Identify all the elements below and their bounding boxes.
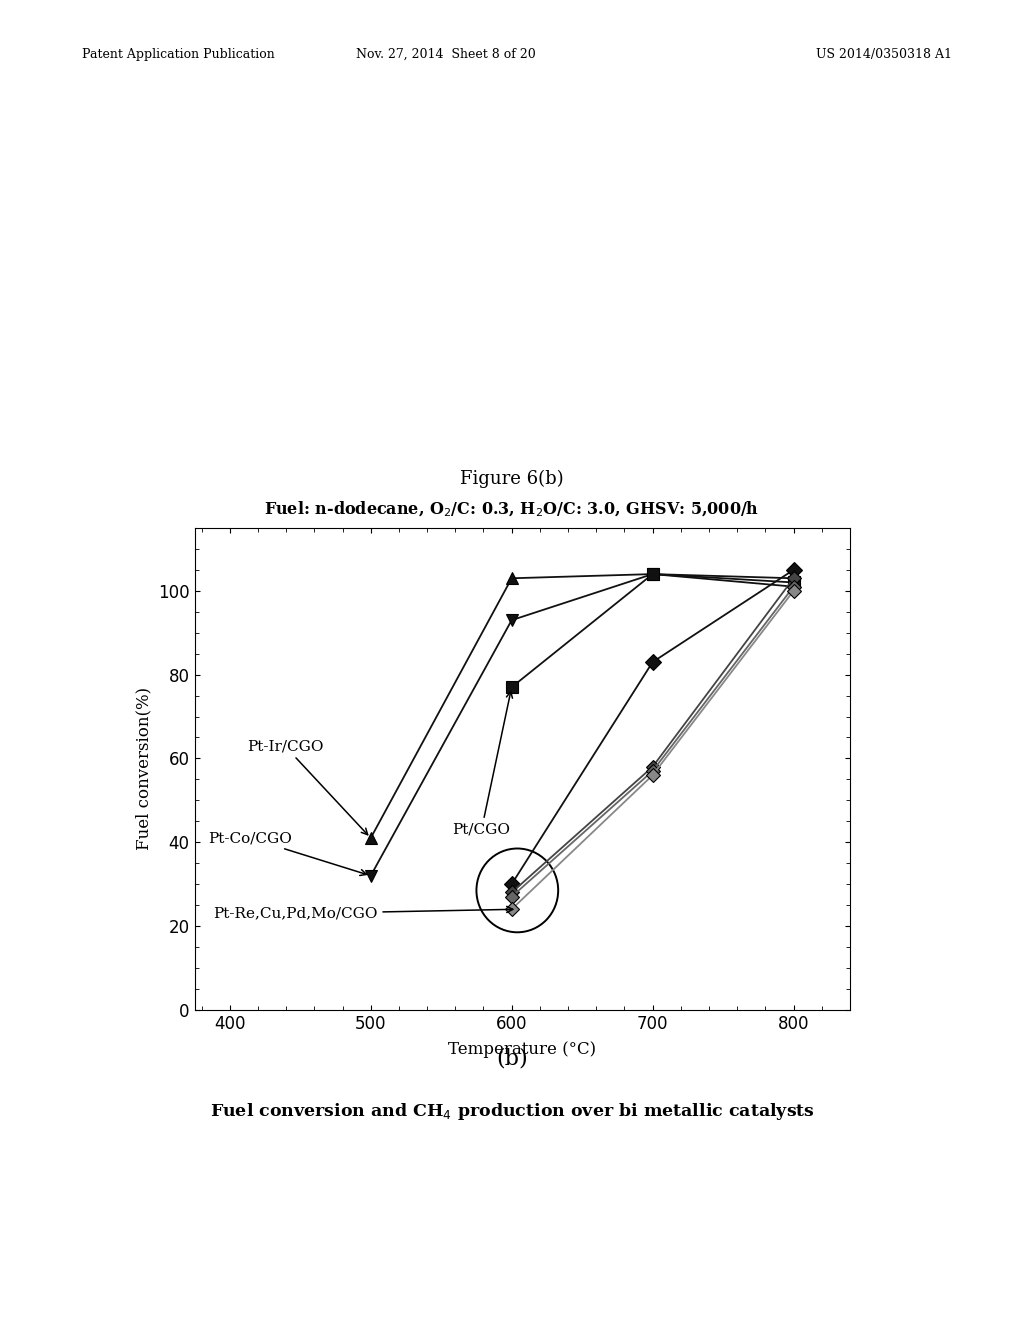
Text: Patent Application Publication: Patent Application Publication (82, 48, 274, 61)
Y-axis label: Fuel conversion(%): Fuel conversion(%) (135, 688, 153, 850)
Text: Fuel conversion and CH$_4$ production over bi metallic catalysts: Fuel conversion and CH$_4$ production ov… (210, 1101, 814, 1122)
Text: US 2014/0350318 A1: US 2014/0350318 A1 (816, 48, 952, 61)
Text: Pt-Co/CGO: Pt-Co/CGO (209, 832, 367, 875)
Text: (b): (b) (496, 1048, 528, 1069)
Text: Figure 6(b): Figure 6(b) (460, 470, 564, 488)
Text: Pt-Re,Cu,Pd,Mo/CGO: Pt-Re,Cu,Pd,Mo/CGO (213, 907, 513, 920)
Text: Pt-Ir/CGO: Pt-Ir/CGO (247, 739, 368, 834)
Text: Fuel: n-dodecane, O$_2$/C: 0.3, H$_2$O/C: 3.0, GHSV: 5,000/h: Fuel: n-dodecane, O$_2$/C: 0.3, H$_2$O/C… (264, 500, 760, 519)
Text: Pt/CGO: Pt/CGO (453, 692, 512, 837)
Text: Nov. 27, 2014  Sheet 8 of 20: Nov. 27, 2014 Sheet 8 of 20 (355, 48, 536, 61)
X-axis label: Temperature (°C): Temperature (°C) (449, 1041, 596, 1059)
